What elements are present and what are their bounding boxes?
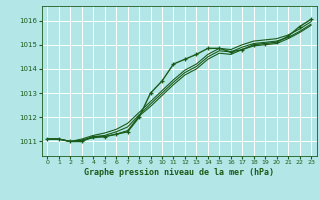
X-axis label: Graphe pression niveau de la mer (hPa): Graphe pression niveau de la mer (hPa) xyxy=(84,168,274,177)
